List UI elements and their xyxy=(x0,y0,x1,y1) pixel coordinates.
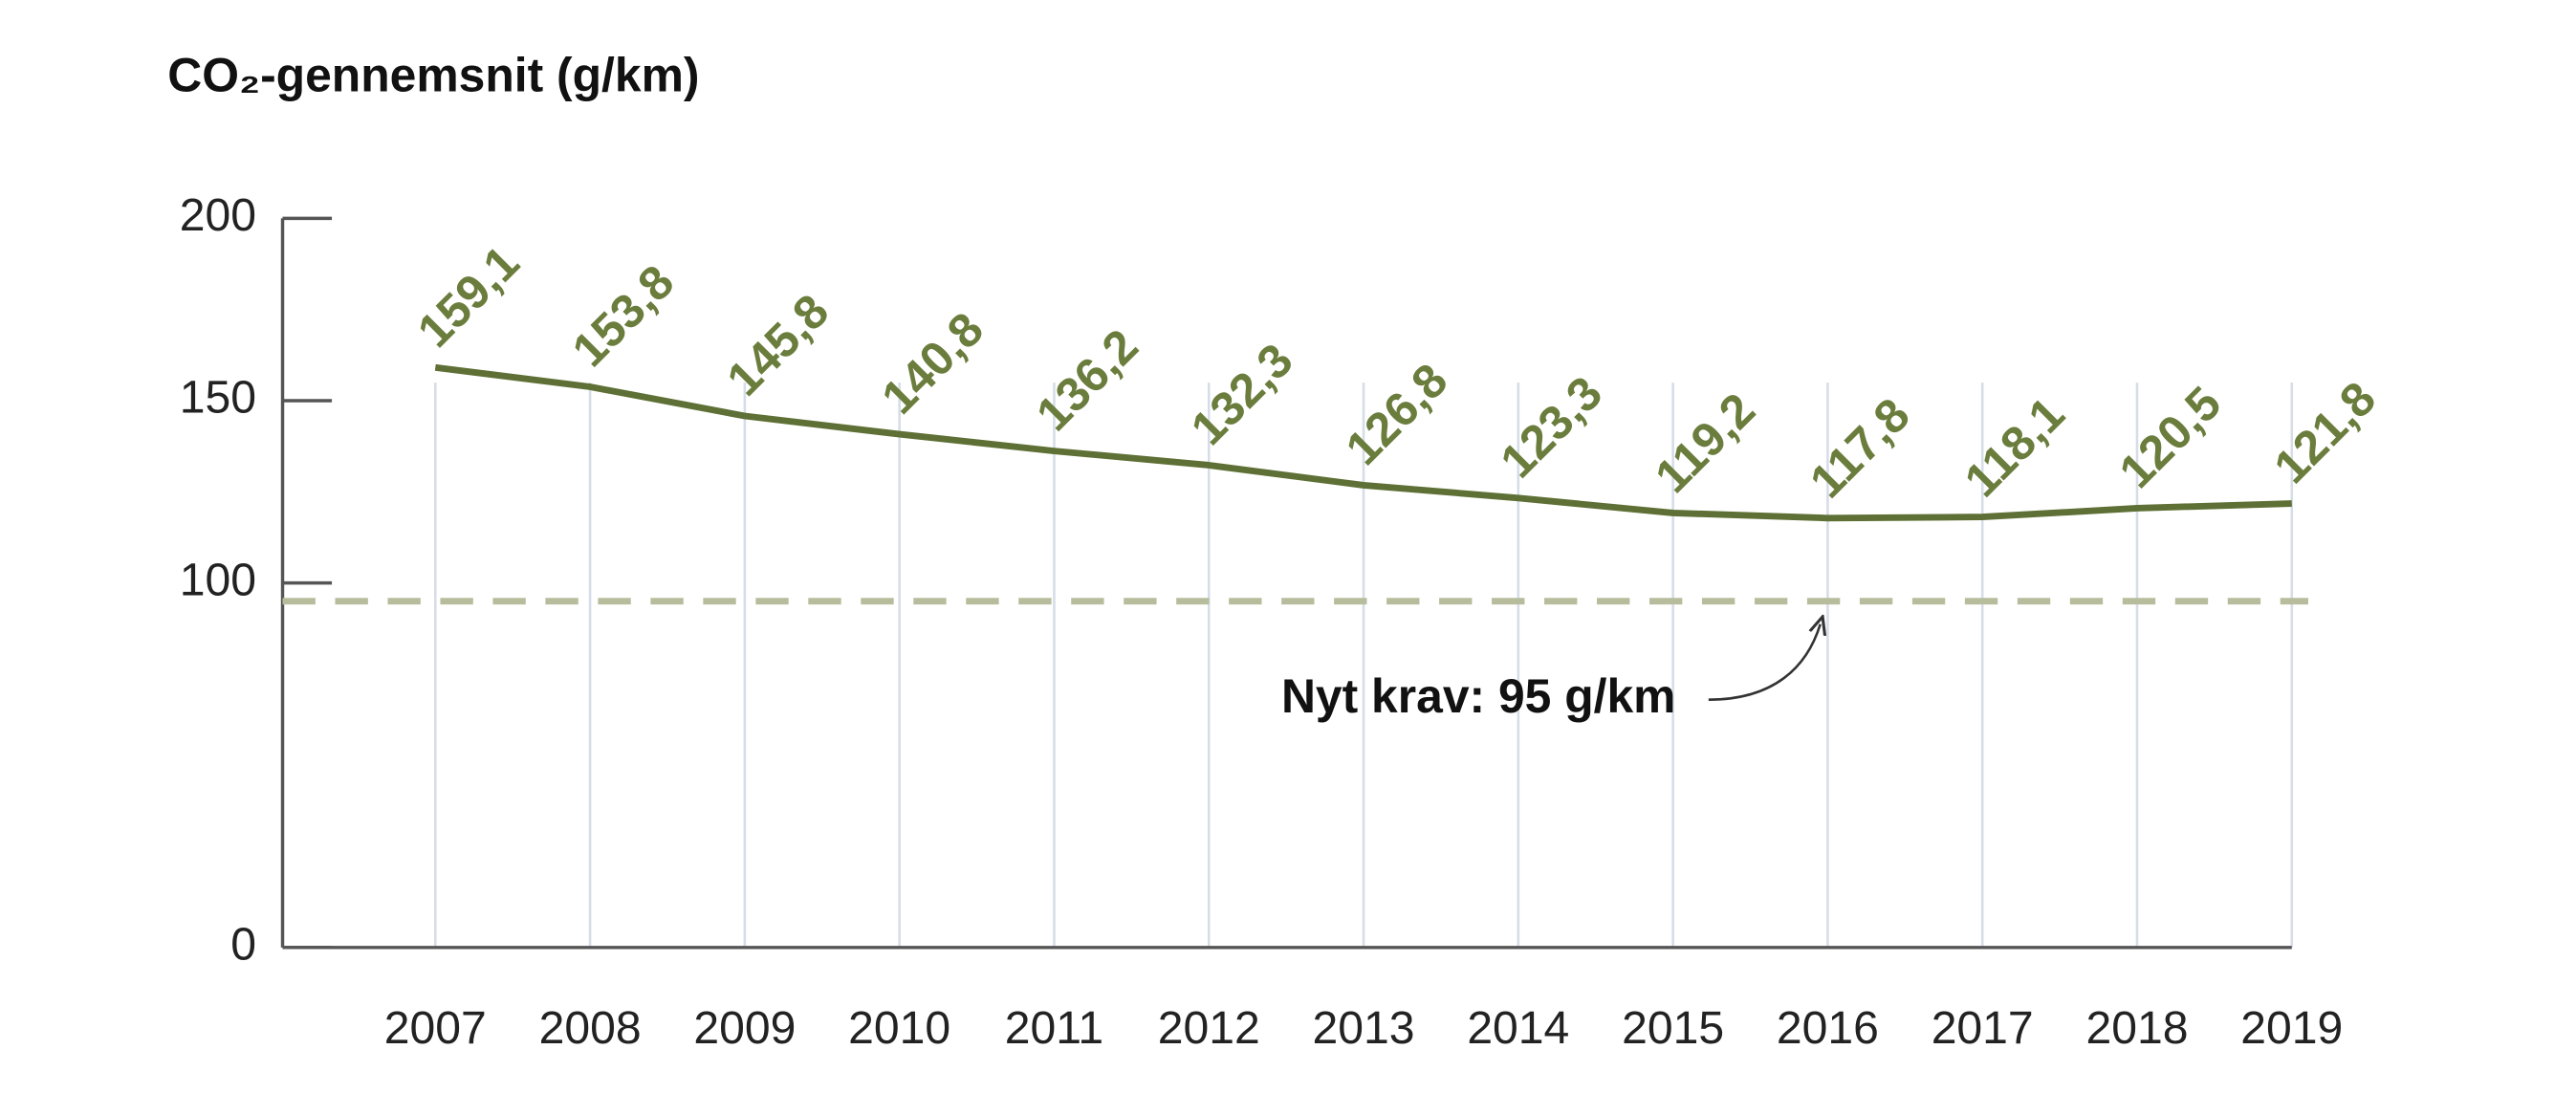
x-tick-label: 2009 xyxy=(693,1002,796,1054)
x-tick-label: 2011 xyxy=(1005,1002,1103,1054)
y-tick-label: 0 xyxy=(230,919,256,971)
value-label: 159,1 xyxy=(407,235,530,358)
value-label: 136,2 xyxy=(1026,319,1148,442)
x-tick-label: 2013 xyxy=(1313,1002,1415,1054)
value-label: 140,8 xyxy=(871,302,993,425)
value-label: 123,3 xyxy=(1490,366,1612,489)
value-label: 117,8 xyxy=(1800,388,1920,509)
x-tick-label: 2015 xyxy=(1622,1002,1724,1054)
value-label: 153,8 xyxy=(562,254,685,377)
data-line xyxy=(434,363,2292,522)
value-label: 145,8 xyxy=(716,284,839,406)
value-label: 120,5 xyxy=(2109,376,2232,498)
x-tick-label: 2008 xyxy=(539,1002,642,1054)
y-tick-label: 100 xyxy=(180,554,256,605)
x-tick-label: 2014 xyxy=(1467,1002,1569,1054)
value-label: 121,8 xyxy=(2263,371,2386,493)
y-tick-label: 150 xyxy=(180,372,256,424)
value-label: 118,1 xyxy=(1954,386,2075,507)
x-tick-label: 2018 xyxy=(2085,1002,2188,1054)
x-tick-label: 2007 xyxy=(384,1002,487,1054)
reference-label: Nyt krav: 95 g/km xyxy=(1281,669,1676,723)
x-tick-label: 2010 xyxy=(848,1002,950,1054)
x-tick-label: 2019 xyxy=(2240,1002,2343,1054)
annotation-arrow xyxy=(1708,624,1821,702)
x-tick-label: 2017 xyxy=(1932,1002,2034,1054)
value-label: 132,3 xyxy=(1181,333,1303,455)
x-tick-label: 2016 xyxy=(1777,1002,1879,1054)
value-label: 119,2 xyxy=(1645,383,1765,503)
x-tick-label: 2012 xyxy=(1158,1002,1260,1054)
y-tick-label: 200 xyxy=(180,189,256,241)
chart-title: CO₂-gennemsnit (g/km) xyxy=(167,49,699,102)
value-label: 126,8 xyxy=(1336,353,1458,475)
